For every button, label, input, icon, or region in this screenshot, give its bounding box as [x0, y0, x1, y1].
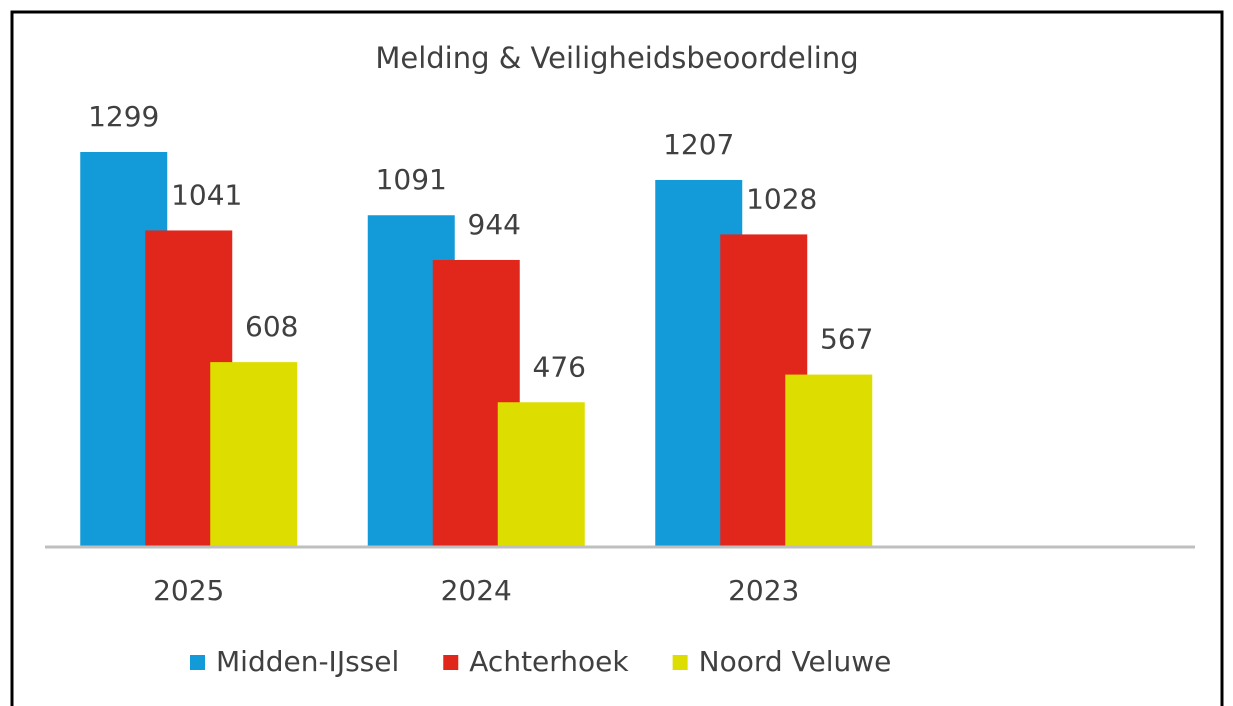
- bar: [785, 374, 873, 547]
- data-label: 1207: [663, 128, 734, 161]
- legend-label: Midden-IJssel: [216, 645, 399, 678]
- x-tick-label: 2024: [441, 574, 512, 607]
- data-label: 608: [245, 310, 298, 343]
- data-label: 1028: [746, 182, 817, 215]
- frame: [10, 10, 1224, 706]
- bar: [210, 362, 298, 547]
- data-label: 476: [533, 350, 586, 383]
- data-label: 944: [468, 208, 521, 241]
- chart-title: Melding & Veiligheidsbeoordeling: [375, 41, 858, 75]
- legend-swatch: [672, 655, 688, 670]
- data-label: 1041: [171, 178, 242, 211]
- legend-label: Achterhoek: [469, 645, 629, 678]
- x-tick-label: 2023: [728, 574, 799, 607]
- data-label: 567: [820, 323, 873, 356]
- legend-swatch: [190, 655, 205, 670]
- legend-label: Noord Veluwe: [699, 645, 892, 678]
- data-label: 1299: [88, 100, 159, 133]
- x-tick-label: 2025: [153, 574, 224, 607]
- bar: [497, 402, 585, 547]
- data-label: 1091: [376, 163, 447, 196]
- legend-swatch: [443, 655, 459, 670]
